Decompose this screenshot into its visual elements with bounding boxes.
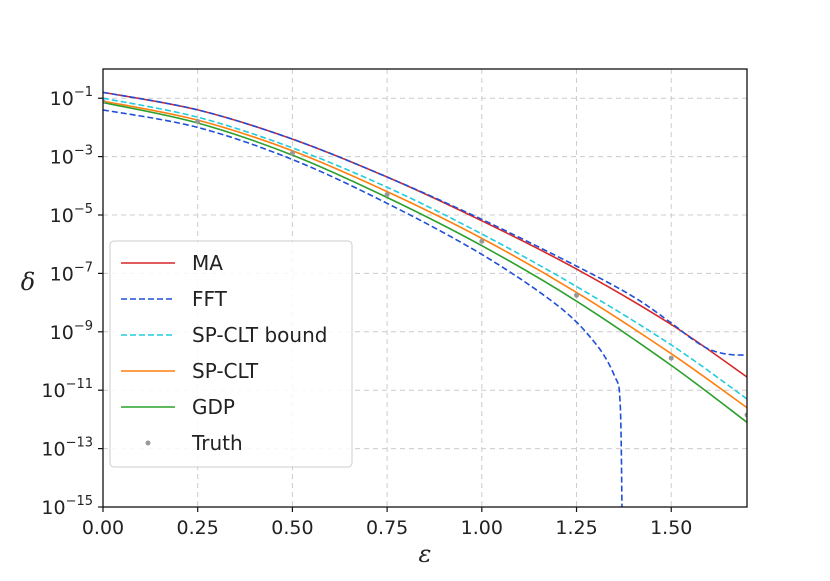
y-tick-label: 10−7	[50, 260, 93, 285]
y-tick-base: 10	[41, 380, 65, 402]
data-point	[384, 192, 390, 198]
y-tick-base: 10	[50, 205, 74, 227]
series-sp-clt-4	[103, 100, 747, 409]
legend-label: SP-CLT bound	[192, 323, 327, 347]
legend-label: MA	[192, 251, 223, 275]
y-tick-exponent: −15	[66, 494, 93, 509]
x-axis-label: ε	[419, 540, 432, 568]
y-tick-base: 10	[50, 263, 74, 285]
y-tick-label: 10−9	[50, 319, 93, 344]
y-tick-base: 10	[41, 497, 65, 519]
legend: MA FFT SP-CLT bound SP-CLT GDP Truth	[109, 240, 353, 468]
x-tick-label: 0.50	[271, 517, 313, 539]
legend-label: GDP	[192, 395, 235, 419]
data-point	[289, 150, 295, 156]
x-tick-label: 0.25	[177, 517, 219, 539]
x-tick-label: 1.25	[555, 517, 597, 539]
series-group	[103, 91, 747, 507]
y-tick-label: 10−3	[50, 144, 93, 169]
y-tick-label: 10−15	[41, 494, 93, 519]
y-tick-base: 10	[50, 88, 74, 110]
y-axis-label: δ	[21, 268, 35, 296]
x-ticks: 0.00 0.25 0.50 0.75 1.00 1.25 1.50	[82, 507, 692, 539]
data-point	[479, 238, 485, 244]
legend-box	[109, 240, 353, 468]
data-point	[195, 119, 201, 125]
y-tick-exponent: −11	[66, 377, 93, 392]
y-tick-exponent: −7	[74, 260, 93, 275]
data-point	[574, 292, 580, 298]
data-point	[668, 355, 674, 361]
legend-label: FFT	[192, 287, 228, 311]
series-fft-1	[103, 91, 747, 356]
y-tick-label: 10−11	[41, 377, 93, 402]
y-tick-label: 10−5	[50, 202, 93, 227]
plot-frame	[102, 68, 748, 508]
y-tick-exponent: −9	[74, 319, 93, 334]
y-tick-base: 10	[50, 322, 74, 344]
y-tick-label: 10−13	[41, 436, 93, 461]
y-tick-exponent: −5	[74, 202, 93, 217]
legend-swatch	[145, 440, 151, 446]
series-fft-2	[103, 109, 623, 507]
y-tick-exponent: −3	[74, 144, 93, 159]
y-tick-exponent: −13	[66, 436, 93, 451]
y-tick-base: 10	[41, 439, 65, 461]
x-tick-label: 0.75	[366, 517, 408, 539]
y-tick-label: 10−1	[50, 85, 93, 110]
x-tick-label: 0.00	[82, 517, 124, 539]
legend-label: SP-CLT	[192, 359, 259, 383]
x-tick-label: 1.00	[461, 517, 503, 539]
series-sp-clt-bound-3	[103, 97, 747, 400]
y-tick-exponent: −1	[74, 85, 93, 100]
x-tick-label: 1.50	[650, 517, 692, 539]
series-gdp-5	[103, 101, 747, 423]
y-tick-base: 10	[50, 147, 74, 169]
legend-label: Truth	[191, 431, 243, 455]
